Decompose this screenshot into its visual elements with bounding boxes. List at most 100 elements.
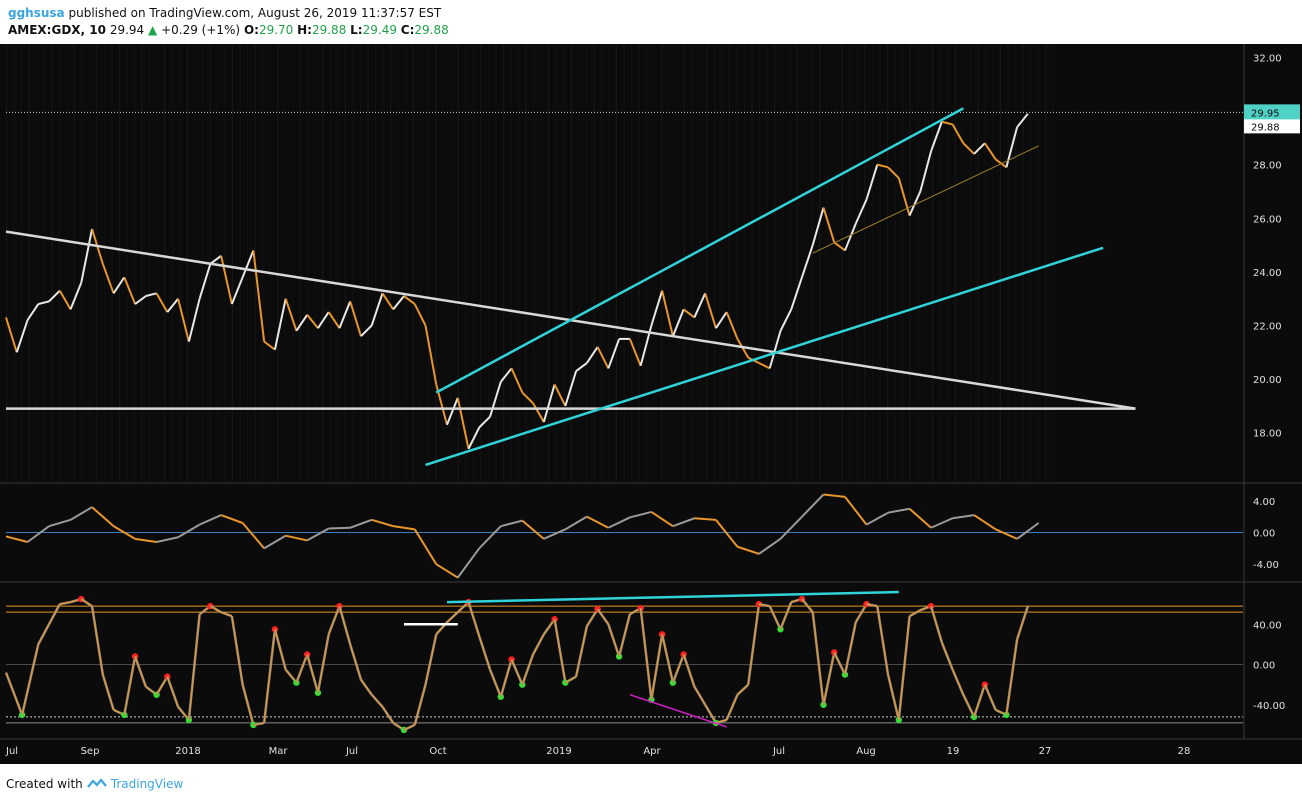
stoch-d-segment (855, 603, 868, 623)
bg-stripe (917, 44, 919, 481)
price-segment (962, 142, 975, 155)
stoch-d-segment (102, 674, 115, 710)
symbol-label: AMEX:GDX, 10 (8, 23, 106, 37)
stoch-d-segment (898, 616, 911, 720)
macd-segment (500, 519, 523, 528)
stoch-d-segment (306, 654, 319, 693)
up-arrow-icon: ▲ (148, 23, 158, 37)
high-value: 29.88 (311, 23, 347, 37)
price-segment (532, 402, 545, 423)
stoch-d-segment (607, 624, 620, 657)
x-tick-label: Aug (856, 746, 876, 757)
bg-stripe (638, 44, 640, 481)
macd-segment (349, 518, 373, 529)
bg-stripe (879, 44, 881, 481)
macd-segment (737, 545, 760, 555)
bg-stripe (623, 44, 625, 481)
macd-segment (930, 517, 953, 529)
stoch-tick-label: 0.00 (1253, 661, 1275, 672)
stoch-d-segment (683, 654, 695, 687)
stoch-pane[interactable] (4, 590, 1243, 734)
price-segment (704, 293, 717, 329)
chart-canvas[interactable]: 32.0030.0028.0026.0024.0022.0020.0018.00… (0, 44, 1302, 764)
macd-segment (241, 522, 265, 549)
macd-segment (995, 528, 1018, 540)
stoch-d-segment (123, 656, 136, 715)
macd-segment (134, 537, 157, 543)
bg-stripe (728, 44, 731, 481)
x-tick-label: 27 (1039, 746, 1052, 757)
bg-stripe (502, 44, 505, 481)
bg-stripe (36, 44, 38, 481)
bg-stripe (615, 44, 618, 481)
price-segment (877, 163, 889, 169)
bg-stripe (668, 44, 670, 481)
bg-stripe (871, 44, 874, 481)
bg-stripe (608, 44, 610, 481)
price-segment (575, 362, 588, 372)
stoch-d-segment (80, 598, 93, 607)
stoch-d-segment (317, 634, 330, 693)
stoch-d-segment (726, 694, 738, 721)
bg-stripe (382, 44, 384, 481)
macd-pane[interactable] (5, 493, 1243, 579)
price-segment (241, 250, 255, 278)
publish-info: published on TradingView.com, August 26,… (68, 6, 442, 20)
open-value: 29.70 (258, 23, 294, 37)
price-segment (177, 298, 190, 342)
price-tick-label: 24.00 (1253, 268, 1282, 279)
bg-stripe (457, 44, 459, 481)
bg-stripe (706, 44, 708, 481)
stoch-d-segment (833, 652, 846, 675)
price-segment (80, 228, 94, 283)
stoch-d-segment (747, 604, 760, 685)
bg-stripe (924, 44, 926, 481)
macd-segment (285, 534, 308, 542)
bg-stripe (420, 44, 422, 481)
trendline-channel-lower (425, 246, 1104, 467)
author-link[interactable]: gghsusa (8, 6, 65, 20)
bg-stripe (224, 44, 226, 481)
close-price-tag (1244, 119, 1300, 134)
macd-segment (543, 528, 566, 540)
price-pane[interactable] (5, 107, 1243, 467)
price-segment (908, 191, 922, 216)
macd-segment (952, 514, 975, 520)
publish-line: gghsusa published on TradingView.com, Au… (8, 5, 449, 22)
price-segment (973, 142, 986, 155)
x-tick-label: Apr (643, 746, 661, 757)
bg-stripe (405, 44, 407, 481)
close-value: 29.88 (414, 23, 449, 37)
price-segment (166, 298, 179, 313)
bg-stripe (902, 44, 904, 481)
bg-stripe (661, 44, 663, 481)
price-segment (5, 317, 18, 353)
stoch-d-segment (650, 634, 663, 700)
stoch-d-segment (467, 601, 480, 637)
stoch-d-segment (446, 611, 459, 623)
bg-stripe (751, 44, 753, 481)
stoch-d-segment (263, 629, 276, 723)
price-segment (790, 276, 803, 310)
macd-segment (866, 511, 889, 526)
stoch-d-segment (618, 614, 631, 657)
price-segment (15, 319, 29, 353)
price-segment (768, 330, 782, 369)
bg-stripe (322, 44, 324, 481)
stoch-d-segment (704, 704, 717, 724)
bg-stripe (932, 44, 934, 481)
bg-stripe (344, 44, 347, 481)
tradingview-link[interactable]: TradingView (110, 777, 184, 791)
price-tick-label: 18.00 (1253, 429, 1282, 440)
bg-stripe (1014, 44, 1017, 481)
stoch-d-segment (478, 636, 491, 670)
bg-stripe (630, 44, 633, 481)
macd-segment (48, 518, 71, 528)
bg-stripe (947, 44, 949, 481)
macd-segment (156, 536, 179, 543)
bg-stripe (171, 44, 173, 481)
bg-stripe (1007, 44, 1009, 481)
macd-segment (908, 508, 932, 529)
stoch-d-segment (511, 659, 523, 685)
price-segment (671, 309, 685, 337)
